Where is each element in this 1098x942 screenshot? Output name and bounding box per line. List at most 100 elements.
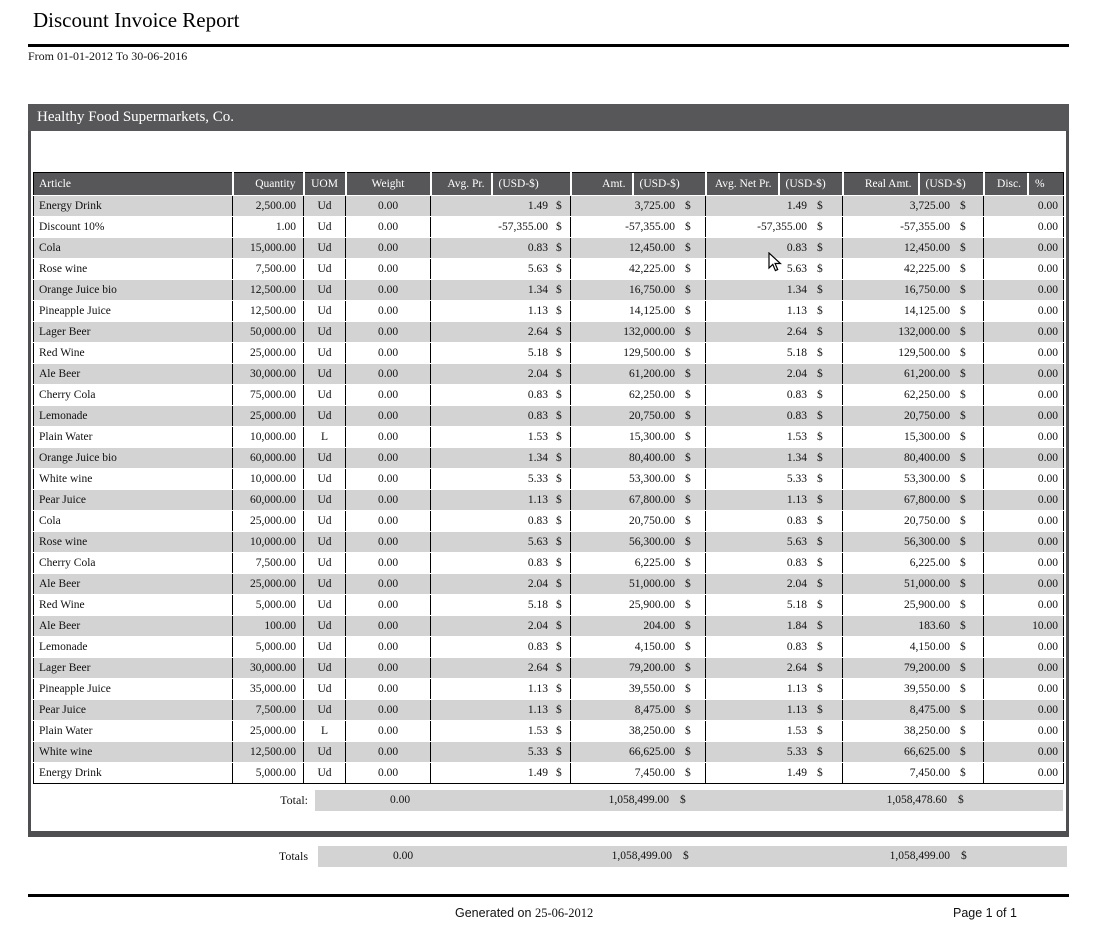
currency-symbol: $ — [817, 410, 823, 422]
currency-symbol: $ — [685, 704, 691, 716]
currency-symbol: $ — [817, 221, 823, 233]
currency-symbol: $ — [817, 704, 823, 716]
currency-symbol: $ — [556, 704, 562, 716]
currency-symbol: $ — [817, 305, 823, 317]
page-number: Page 1 of 1 — [953, 906, 1017, 920]
col-uom: UOM — [303, 172, 347, 196]
currency-symbol: $ — [960, 326, 966, 338]
total-weight: 0.00 — [389, 794, 411, 806]
report-box-left-border — [28, 131, 31, 837]
currency-symbol: $ — [556, 263, 562, 275]
currency-symbol: $ — [960, 263, 966, 275]
currency-symbol: $ — [817, 536, 823, 548]
table-row: Lemonade 25,000.00 Ud 0.00 0.83 $20,750.00 $0.… — [33, 405, 1064, 427]
table-row: Plain Water 10,000.00 L 0.00 1.53 $15,300.00 $… — [33, 426, 1064, 448]
currency-symbol: $ — [556, 431, 562, 443]
currency-symbol: $ — [685, 662, 691, 674]
currency-symbol: $ — [960, 389, 966, 401]
currency-symbol: $ — [960, 494, 966, 506]
currency-symbol: $ — [556, 452, 562, 464]
totals-real-amount-currency: $ — [961, 850, 967, 862]
col-amount-currency: (USD-$) — [631, 173, 705, 195]
currency-symbol: $ — [685, 305, 691, 317]
total-amount-currency: $ — [680, 794, 686, 806]
currency-symbol: $ — [685, 368, 691, 380]
currency-symbol: $ — [685, 725, 691, 737]
currency-symbol: $ — [817, 452, 823, 464]
currency-symbol: $ — [960, 452, 966, 464]
table-row: Pineapple Juice 12,500.00 Ud 0.00 1.13 $14,12… — [33, 300, 1064, 322]
currency-symbol: $ — [685, 221, 691, 233]
table-row: Cherry Cola 7,500.00 Ud 0.00 0.83 $6,225.00 $0… — [33, 552, 1064, 574]
currency-symbol: $ — [960, 515, 966, 527]
table-header-row: Article Quantity UOM Weight Avg. Pr. (USD… — [33, 172, 1064, 196]
currency-symbol: $ — [960, 767, 966, 779]
currency-symbol: $ — [960, 473, 966, 485]
currency-symbol: $ — [817, 200, 823, 212]
currency-symbol: $ — [685, 473, 691, 485]
report-box-right-border — [1066, 131, 1069, 837]
currency-symbol: $ — [556, 389, 562, 401]
currency-symbol: $ — [960, 599, 966, 611]
currency-symbol: $ — [817, 347, 823, 359]
currency-symbol: $ — [685, 536, 691, 548]
table-row: Ale Beer 100.00 Ud 0.00 2.04 $204.00 $1.84 $183… — [33, 615, 1064, 637]
table-row: Red Wine 5,000.00 Ud 0.00 5.18 $25,900.00 $5.1… — [33, 594, 1064, 616]
table-row: Discount 10% 1.00 Ud 0.00 -57,355.00 $ -57,355… — [33, 216, 1064, 238]
table-row: Pineapple Juice 35,000.00 Ud 0.00 1.13 $39,55… — [33, 678, 1064, 700]
table-body: Energy Drink 2,500.00 Ud 0.00 1.49 $3,725.00 $… — [33, 195, 1064, 784]
currency-symbol: $ — [960, 305, 966, 317]
col-avg-price-currency: (USD-$) — [490, 173, 570, 195]
currency-symbol: $ — [817, 557, 823, 569]
currency-symbol: $ — [685, 452, 691, 464]
currency-symbol: $ — [817, 389, 823, 401]
currency-symbol: $ — [685, 599, 691, 611]
currency-symbol: $ — [817, 263, 823, 275]
currency-symbol: $ — [960, 725, 966, 737]
generated-text: Generated on 25-06-2012 — [455, 906, 593, 921]
col-avg-net-price-label: Avg. Net Pr. — [714, 178, 772, 190]
company-header: Healthy Food Supermarkets, Co. — [28, 104, 1069, 131]
table-row: Lemonade 5,000.00 Ud 0.00 0.83 $4,150.00 $0.83… — [33, 636, 1064, 658]
currency-symbol: $ — [960, 704, 966, 716]
currency-symbol: $ — [817, 767, 823, 779]
table-row: Cola 25,000.00 Ud 0.00 0.83 $20,750.00 $0.83 $2… — [33, 510, 1064, 532]
currency-symbol: $ — [685, 242, 691, 254]
table-row: Rose wine 7,500.00 Ud 0.00 5.63 $42,225.00 $5.… — [33, 258, 1064, 280]
currency-symbol: $ — [685, 557, 691, 569]
currency-symbol: $ — [685, 200, 691, 212]
page-title: Discount Invoice Report — [33, 8, 240, 32]
col-article: Article — [33, 172, 234, 196]
currency-symbol: $ — [556, 536, 562, 548]
total-real-amount-currency: $ — [958, 794, 964, 806]
currency-symbol: $ — [960, 368, 966, 380]
currency-symbol: $ — [556, 599, 562, 611]
currency-symbol: $ — [685, 578, 691, 590]
total-bar: 0.00 1,058,499.00 $ 1,058,478.60 $ — [315, 790, 1063, 811]
totals-amount: 1,058,499.00 — [611, 850, 672, 862]
currency-symbol: $ — [685, 746, 691, 758]
mouse-cursor — [768, 252, 782, 272]
table-row: Energy Drink 2,500.00 Ud 0.00 1.49 $3,725.00 $… — [33, 195, 1064, 217]
currency-symbol: $ — [960, 221, 966, 233]
col-avg-price: Avg. Pr. (USD-$) — [430, 172, 572, 196]
currency-symbol: $ — [685, 494, 691, 506]
table-row: Lager Beer 50,000.00 Ud 0.00 2.64 $132,000.00… — [33, 321, 1064, 343]
totals-real-amount: 1,058,499.00 — [889, 850, 950, 862]
report-box-bottom-border — [28, 831, 1069, 837]
col-avg-price-label: Avg. Pr. — [447, 178, 485, 190]
currency-symbol: $ — [960, 410, 966, 422]
table-row: Orange Juice bio 60,000.00 Ud 0.00 1.34 $80,4… — [33, 447, 1064, 469]
currency-symbol: $ — [817, 431, 823, 443]
currency-symbol: $ — [685, 683, 691, 695]
table-row: Ale Beer 25,000.00 Ud 0.00 2.04 $51,000.00 $2.… — [33, 573, 1064, 595]
currency-symbol: $ — [817, 683, 823, 695]
currency-symbol: $ — [817, 746, 823, 758]
currency-symbol: $ — [817, 641, 823, 653]
currency-symbol: $ — [960, 746, 966, 758]
currency-symbol: $ — [960, 347, 966, 359]
currency-symbol: $ — [556, 641, 562, 653]
currency-symbol: $ — [556, 725, 562, 737]
col-real-amount-currency: (USD-$) — [917, 173, 983, 195]
col-quantity: Quantity — [232, 172, 305, 196]
